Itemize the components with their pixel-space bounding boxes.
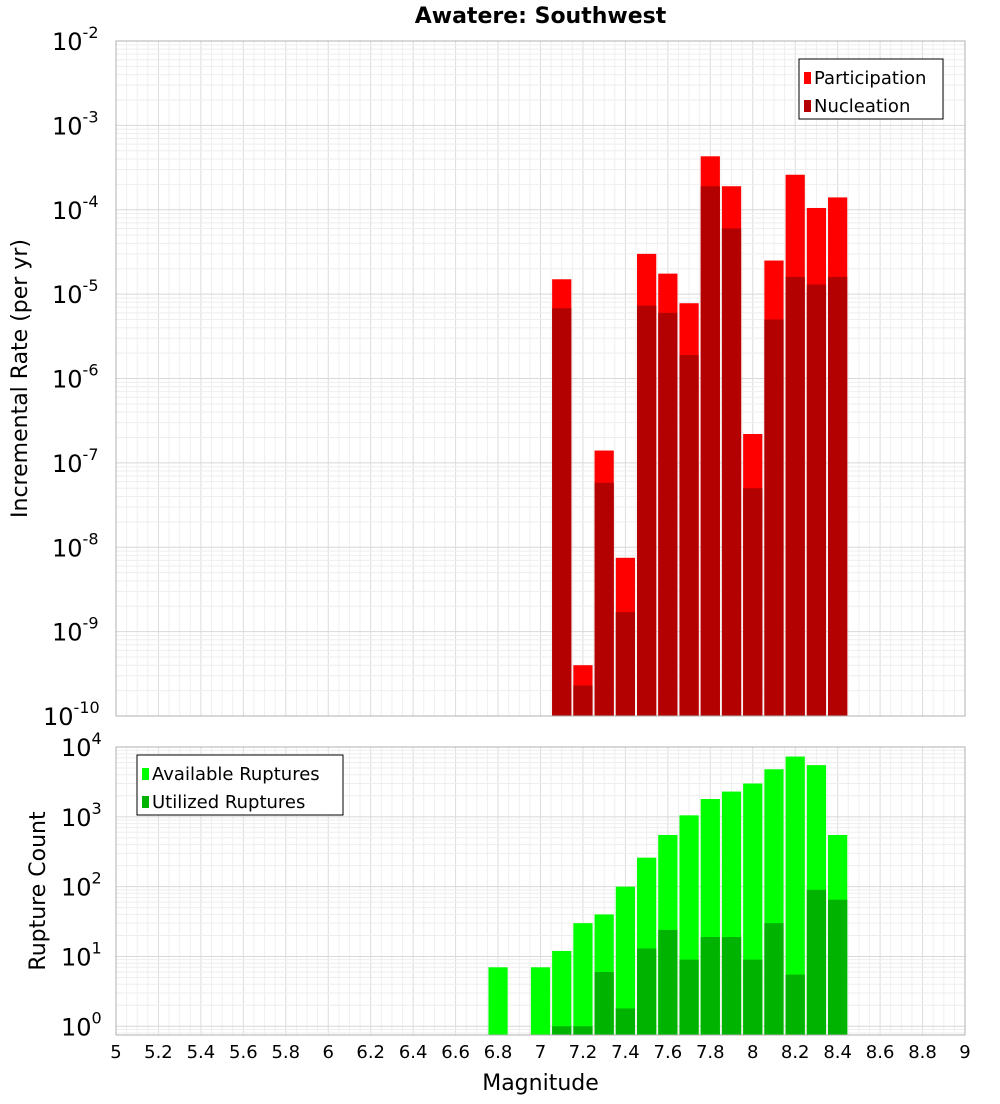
bottom-bar-series2: [764, 923, 784, 1035]
x-tick-label: 5.2: [144, 1042, 173, 1063]
bottom-bar-series1: [785, 756, 805, 1035]
bottom-bar-series1: [573, 923, 593, 1035]
top-bar-series2: [573, 685, 593, 716]
top-bar-series2: [743, 488, 763, 716]
top-bar-series2: [828, 276, 848, 716]
x-tick-label: 6: [323, 1042, 334, 1063]
top-legend-box: [798, 58, 944, 120]
top-y-tick-label: 10-9: [52, 614, 99, 647]
top-legend-swatch: [804, 100, 811, 112]
bottom-y-tick-label: 103: [61, 799, 102, 832]
bottom-legend: Available Ruptures Utilized Ruptures: [136, 754, 344, 816]
top-bar-series2: [764, 319, 784, 716]
bottom-y-tick-label: 104: [61, 729, 102, 762]
bottom-bar-series2: [552, 1026, 572, 1035]
top-y-tick-label: 10-10: [43, 698, 100, 731]
bottom-y-axis-label: Rupture Count: [26, 811, 51, 971]
top-y-axis-label: Incremental Rate (per yr): [8, 239, 33, 518]
top-y-tick-label: 10-2: [52, 23, 99, 56]
bottom-y-tick-label: 101: [61, 938, 102, 971]
x-tick-label: 7.2: [569, 1042, 598, 1063]
top-bar-series2: [615, 612, 636, 716]
x-tick-label: 8.4: [823, 1042, 852, 1063]
bottom-bar-series2: [573, 1026, 593, 1035]
x-tick-label: 9: [959, 1042, 970, 1063]
chart-title: Awatere: Southwest: [415, 4, 667, 29]
top-bar-series2: [721, 228, 742, 716]
top-bar-series2: [658, 312, 678, 716]
top-legend: Participation Nucleation: [798, 58, 944, 120]
bottom-bar-series2: [700, 936, 720, 1035]
bottom-bar-series2: [615, 1008, 636, 1035]
top-y-tick-label: 10-4: [52, 192, 99, 225]
top-y-tick-label: 10-3: [52, 107, 99, 140]
x-tick-label: 8.6: [866, 1042, 895, 1063]
bottom-y-tick-label: 100: [61, 1008, 102, 1041]
top-legend-swatch: [804, 72, 811, 84]
x-tick-label: 8: [747, 1042, 758, 1063]
bottom-plot-border: [115, 746, 966, 1036]
x-tick-label: 5.6: [229, 1042, 258, 1063]
bottom-bar-series2: [806, 889, 827, 1035]
x-tick-label: 5: [110, 1042, 121, 1063]
bottom-bar-series2: [679, 959, 699, 1035]
x-tick-label: 8.2: [781, 1042, 810, 1063]
bottom-bar-series2: [658, 929, 678, 1035]
bottom-legend-label: Available Ruptures: [152, 764, 320, 785]
x-tick-label: 6.6: [441, 1042, 470, 1063]
bottom-legend-swatch: [142, 796, 149, 808]
x-tick-label: 5.8: [271, 1042, 300, 1063]
bottom-bar-series2: [721, 936, 742, 1035]
x-tick-label: 6.2: [356, 1042, 385, 1063]
top-bar-series2: [679, 354, 699, 716]
x-tick-label: 8.8: [908, 1042, 937, 1063]
x-tick-label: 6.4: [399, 1042, 428, 1063]
bottom-bar-series2: [785, 974, 805, 1035]
top-y-tick-label: 10-7: [52, 445, 99, 478]
x-tick-label: 7.4: [611, 1042, 640, 1063]
top-bar-series2: [552, 308, 572, 716]
top-plot-border: [115, 40, 966, 717]
top-y-tick-label: 10-6: [52, 361, 99, 394]
bottom-bar-series2: [637, 948, 657, 1035]
bottom-bar-series2: [594, 971, 614, 1035]
top-legend-label: Participation: [814, 68, 926, 89]
x-axis-label: Magnitude: [482, 1071, 599, 1096]
top-y-tick-label: 10-8: [52, 529, 99, 562]
bottom-bar-series1: [552, 950, 572, 1035]
x-tick-label: 7.6: [654, 1042, 683, 1063]
bottom-bar-series1: [615, 886, 636, 1035]
top-y-tick-label: 10-5: [52, 276, 99, 309]
top-bar-series2: [785, 276, 805, 716]
bottom-legend-box: [136, 754, 344, 816]
bottom-bar-series2: [828, 899, 848, 1035]
bottom-bar-series2: [743, 959, 763, 1035]
bottom-legend-label: Utilized Ruptures: [152, 792, 305, 813]
x-tick-label: 5.4: [187, 1042, 216, 1063]
x-tick-label: 6.8: [484, 1042, 513, 1063]
x-tick-label: 7.8: [696, 1042, 725, 1063]
bottom-bar-series1: [488, 967, 508, 1035]
top-bar-series2: [700, 186, 720, 716]
top-legend-label: Nucleation: [814, 96, 910, 117]
bottom-bar-series1: [530, 967, 551, 1035]
top-bar-series2: [806, 284, 827, 716]
top-bar-series2: [594, 482, 614, 716]
x-tick-label: 7: [535, 1042, 546, 1063]
top-bar-series2: [637, 305, 657, 716]
bottom-y-tick-label: 102: [61, 869, 102, 902]
bottom-legend-swatch: [142, 768, 149, 780]
